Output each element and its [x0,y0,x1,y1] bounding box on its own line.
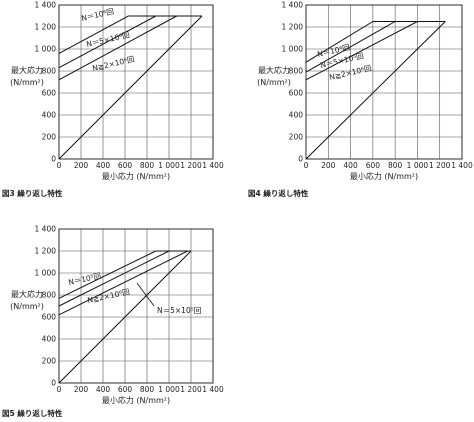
y-axis-label: 最大応力 [11,289,43,299]
chart-4: 0 200 400 600 800 1 000 1 200 1 400020040060080… [248,1,473,198]
y-tick-label: 200 [42,133,57,142]
x-tick-label: 600 [118,161,133,170]
x-tick-label: 0 [304,161,309,170]
x-tick-label: 600 [118,385,133,394]
y-tick-label: 1 200 [35,23,57,32]
y-tick-label: 1 400 [35,1,57,10]
figure-caption: 図5 繰り返し特性 [2,408,63,418]
x-tick-label: 1 400 [202,161,224,170]
figure-caption: 図3 繰り返し特性 [2,188,63,198]
y-axis-unit-label: (N/mm²) [10,78,44,87]
x-tick-label: 1 400 [202,385,224,394]
y-tick-label: 800 [289,67,304,76]
y-axis-label: 最大応力 [11,65,43,75]
x-tick-label: 200 [321,161,336,170]
y-tick-label: 400 [289,111,304,120]
y-tick-label: 1 000 [35,269,57,278]
series-annotation: N＝5×10⁵回 [85,30,130,49]
series-line-4 [58,250,192,384]
y-axis-label: 最大応力 [258,65,290,75]
x-tick-label: 1 200 [429,161,451,170]
series-line-1 [58,15,129,54]
x-tick-label: 600 [366,161,381,170]
series-line-3 [58,250,188,316]
y-tick-label: 200 [42,357,57,366]
y-tick-label: 0 [51,155,56,164]
x-tick-label: 1 000 [158,161,180,170]
annotation-leader-line [136,282,155,307]
series-annotation: N≧2×10⁶回 [91,55,135,73]
series-annotation: N＝10⁵回 [68,271,102,287]
y-tick-label: 0 [298,155,303,164]
figure-caption: 図4 繰り返し特性 [248,188,309,198]
series-line-1 [305,21,374,63]
x-axis-label: 最小応力 (N/mm²) [102,171,170,181]
series-line-2 [58,15,157,69]
y-tick-label: 800 [42,291,57,300]
series-line-3 [305,21,418,81]
x-tick-label: 200 [74,385,89,394]
y-tick-label: 600 [42,89,57,98]
plot-frame [58,4,214,160]
x-tick-label: 800 [140,161,155,170]
x-tick-label: 200 [74,161,89,170]
y-axis-unit-label: (N/mm²) [257,78,291,87]
chart-5: 0 200 400 600 800 1 000 1 200 1 400020040060080… [2,225,224,418]
x-tick-label: 0 [57,385,62,394]
series-annotation: N＝10⁶回 [80,7,114,23]
x-tick-label: 1 400 [451,161,473,170]
chart-3: 0 200 400 600 800 1 000 1 200 1 400020040060080… [2,1,224,198]
y-tick-label: 800 [42,67,57,76]
x-axis-label: 最小応力 (N/mm²) [102,395,170,405]
series-annotation: N＝5×10⁵回 [157,306,201,315]
x-tick-label: 400 [96,161,111,170]
series-line-1 [58,250,157,299]
series-line-3 [58,15,177,81]
x-tick-label: 1 200 [180,385,202,394]
y-tick-label: 1 400 [282,1,304,10]
y-tick-label: 200 [289,133,304,142]
y-tick-label: 1 200 [282,23,304,32]
y-tick-label: 600 [42,313,57,322]
plot-frame [305,4,463,160]
x-tick-label: 0 [57,161,62,170]
x-tick-label: 1 000 [407,161,429,170]
y-tick-label: 0 [51,379,56,388]
x-tick-label: 400 [343,161,358,170]
y-axis-unit-label: (N/mm²) [10,302,44,311]
y-tick-label: 1 400 [35,225,57,234]
series-line-2 [305,21,396,73]
x-axis-label: 最小応力 (N/mm²) [350,171,418,181]
x-tick-label: 800 [140,385,155,394]
y-tick-label: 1 000 [35,45,57,54]
x-tick-label: 1 000 [158,385,180,394]
x-tick-label: 400 [96,385,111,394]
y-tick-label: 400 [42,111,57,120]
x-tick-label: 800 [388,161,403,170]
x-tick-label: 1 200 [180,161,202,170]
y-tick-label: 400 [42,335,57,344]
series-line-4 [58,15,203,160]
y-tick-label: 1 000 [282,45,304,54]
series-line-4 [305,21,446,160]
series-line-2 [58,250,170,307]
y-tick-label: 600 [289,89,304,98]
y-tick-label: 1 200 [35,247,57,256]
